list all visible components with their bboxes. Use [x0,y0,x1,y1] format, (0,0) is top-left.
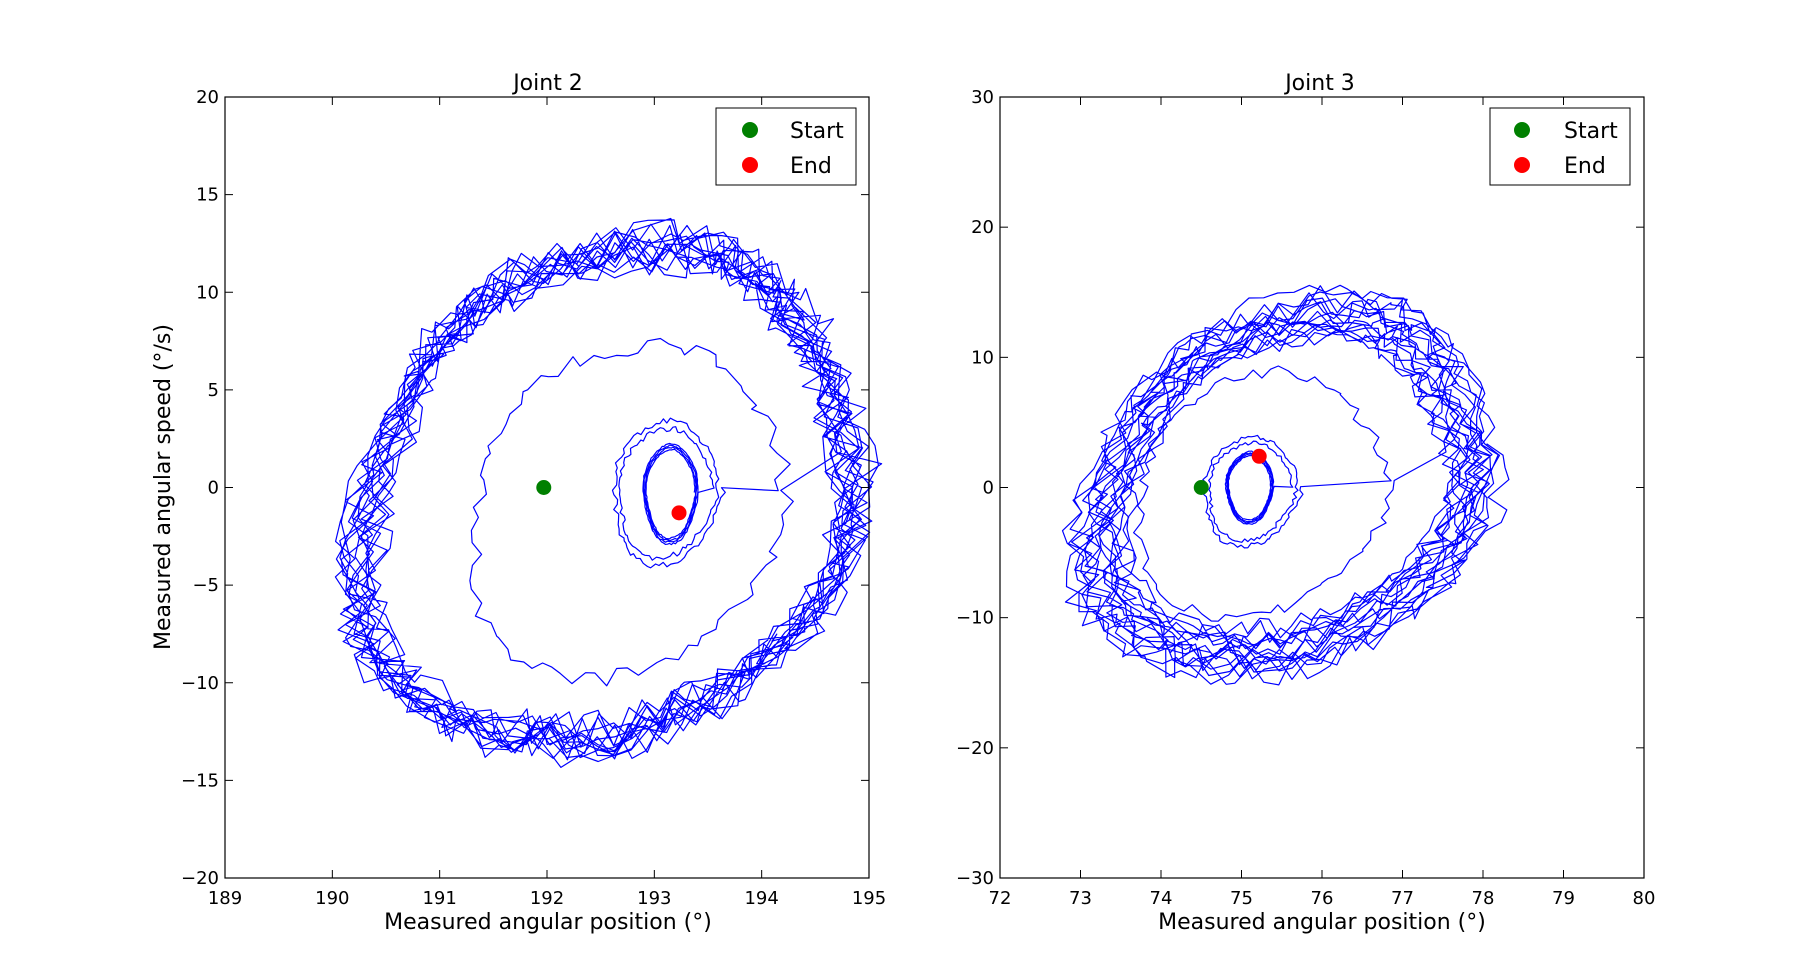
y-tick-label: −20 [956,738,994,759]
legend-marker-start [1514,122,1530,138]
legend-label-end: End [790,154,832,179]
y-tick-label: 10 [971,347,994,368]
plot-frame [224,96,870,879]
y-tick-label: 10 [196,282,219,303]
y-tick-label: −10 [181,673,219,694]
legend-marker-end [742,157,758,173]
legend-label-end: End [1564,154,1606,179]
x-tick-label: 194 [744,888,778,909]
x-tick-label: 78 [1472,888,1495,909]
y-tick-label: 0 [983,478,994,499]
x-tick-label: 193 [637,888,671,909]
y-axis-title: Measured angular speed (°/s) [151,324,176,650]
tick-group: 72 73 74 75 76 77 78 79 80 −30 −20 −10 0 10 20 30 [956,87,1655,909]
x-tick-label: 191 [422,888,456,909]
series-group [1061,284,1510,686]
x-tick-label: 72 [989,888,1012,909]
start-marker [536,480,552,495]
legend-label-start: Start [790,119,844,144]
x-tick-label: 79 [1552,888,1575,909]
y-tick-label: 0 [208,478,219,499]
end-marker [1251,448,1267,464]
marker-group [1193,448,1267,495]
panel-joint-3: Joint 3 72 73 74 75 76 77 78 79 80 −30 −20 −10 0 10 20… [956,71,1655,935]
x-tick-label: 192 [530,888,564,909]
y-tick-label: −5 [192,575,219,596]
x-tick-label: 190 [315,888,349,909]
marker-group [536,480,687,521]
start-marker [1193,480,1209,495]
legend-marker-start [742,122,758,138]
legend-label-start: Start [1564,119,1618,144]
y-tick-label: 20 [971,217,994,238]
y-tick-label: 20 [196,87,219,108]
trajectory-line [334,217,883,768]
tick-group: 189 190 191 192 193 194 195 −20 −15 −10 −5 0 5 10 15 20 [181,87,886,909]
x-axis-title: Measured angular position (°) [1158,910,1486,935]
y-tick-label: −10 [956,608,994,629]
x-tick-label: 189 [208,888,242,909]
x-tick-label: 73 [1069,888,1092,909]
y-tick-label: −20 [181,868,219,889]
x-tick-label: 74 [1150,888,1173,909]
end-marker [671,505,687,521]
legend: Start End [715,107,857,186]
legend-box [1489,107,1631,186]
x-tick-label: 76 [1311,888,1334,909]
series-group [334,217,883,768]
trajectory-line [1061,284,1510,686]
y-tick-label: 15 [196,185,219,206]
legend: Start End [1489,107,1631,186]
plot-frame [999,96,1645,879]
panel-joint-2: Joint 2 189 190 191 192 193 194 195 −20 −15 −10 −5… [151,71,886,935]
x-tick-label: 80 [1633,888,1656,909]
y-tick-label: −30 [956,868,994,889]
y-tick-label: 30 [971,87,994,108]
x-axis-title: Measured angular position (°) [384,910,712,935]
x-tick-label: 195 [852,888,886,909]
chart-title: Joint 2 [511,71,583,96]
y-tick-label: 5 [208,380,219,401]
legend-marker-end [1514,157,1530,173]
legend-box [715,107,857,186]
x-tick-label: 77 [1391,888,1414,909]
chart-title: Joint 3 [1283,71,1355,96]
y-tick-label: −15 [181,770,219,791]
x-tick-label: 75 [1230,888,1253,909]
